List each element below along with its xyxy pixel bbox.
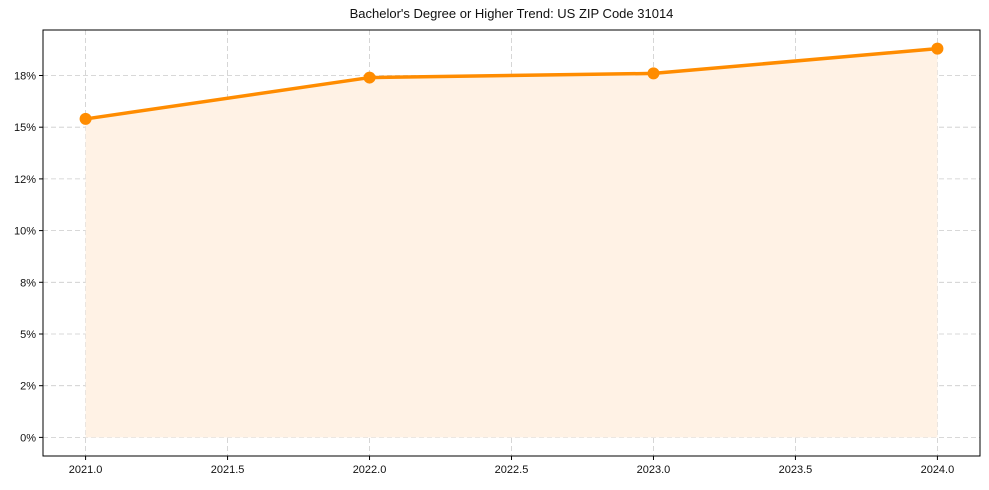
x-axis: 2021.0 2021.5 2022.0 2022.5 2023.0 2023.5 2024… — [69, 456, 954, 476]
area-fill — [85, 48, 938, 438]
area-fill-path — [85, 48, 938, 438]
x-tick-label: 2023.0 — [637, 464, 671, 476]
data-point-marker — [363, 71, 376, 84]
x-tick-label: 2021.0 — [69, 464, 103, 476]
y-tick-label: 5% — [20, 329, 36, 341]
data-point-marker — [931, 42, 944, 55]
x-tick-label: 2022.0 — [353, 464, 387, 476]
data-point-marker — [79, 112, 92, 125]
y-tick-label: 18% — [14, 70, 36, 82]
x-tick-label: 2023.5 — [779, 464, 813, 476]
x-tick-label: 2022.5 — [495, 464, 529, 476]
y-tick-label: 15% — [14, 122, 36, 134]
series-line — [85, 46, 938, 121]
data-markers — [79, 42, 944, 125]
data-line — [85, 46, 938, 121]
x-tick-label: 2024.0 — [921, 464, 955, 476]
y-tick-label: 12% — [14, 174, 36, 186]
chart-title: Bachelor's Degree or Higher Trend: US ZI… — [349, 6, 674, 21]
y-axis: 0% 2% 5% 8% 10% 12% 15% 18% — [14, 70, 43, 444]
data-point-marker — [647, 67, 660, 80]
y-tick-label: 2% — [20, 381, 36, 393]
x-tick-label: 2021.5 — [211, 464, 245, 476]
y-tick-label: 0% — [20, 432, 36, 444]
y-tick-label: 10% — [14, 226, 36, 238]
y-tick-label: 8% — [20, 277, 36, 289]
